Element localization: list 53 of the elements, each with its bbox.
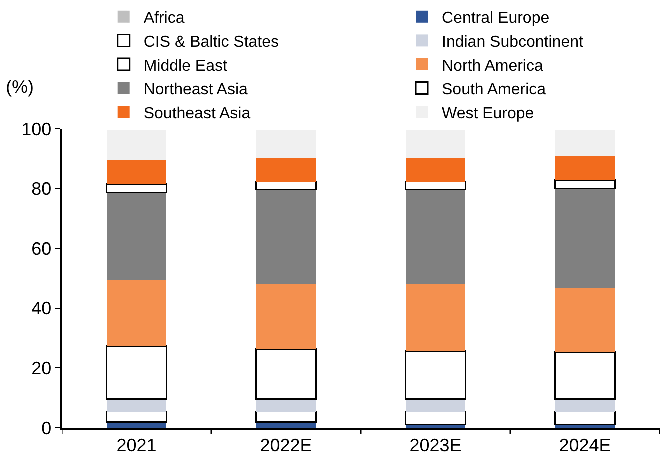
bar bbox=[256, 348, 317, 400]
y-tick-label: 100 bbox=[22, 119, 52, 140]
bar bbox=[406, 130, 466, 159]
bar bbox=[405, 350, 466, 400]
bar bbox=[256, 158, 316, 182]
y-tick-label: 0 bbox=[42, 418, 52, 438]
bar bbox=[106, 130, 167, 161]
y-tick-label: 60 bbox=[32, 238, 52, 259]
y-axis-title: (%) bbox=[6, 77, 34, 97]
legend-label: Southeast Asia bbox=[144, 105, 251, 122]
x-tick-label: 2023E bbox=[410, 435, 462, 456]
bar bbox=[406, 190, 466, 284]
bar bbox=[106, 280, 167, 346]
bar bbox=[555, 188, 616, 288]
bar bbox=[106, 183, 168, 194]
legend-label: Northeast Asia bbox=[144, 82, 248, 99]
bar bbox=[555, 288, 616, 352]
bar bbox=[256, 190, 316, 284]
bar bbox=[554, 351, 616, 400]
legend-label: West Europe bbox=[442, 105, 534, 122]
bar bbox=[106, 160, 167, 184]
bar bbox=[106, 399, 167, 412]
bar bbox=[256, 130, 316, 159]
bar bbox=[405, 181, 466, 190]
bar bbox=[106, 411, 168, 423]
x-tick-label: 2024E bbox=[559, 435, 612, 456]
bar bbox=[106, 192, 167, 280]
bar bbox=[256, 284, 316, 350]
legend-label: South America bbox=[442, 82, 546, 99]
legend-label: North America bbox=[442, 58, 544, 75]
bar bbox=[405, 411, 466, 426]
legend-label: CIS & Baltic States bbox=[144, 34, 280, 51]
y-tick-label: 20 bbox=[32, 358, 52, 378]
legend-label: Indian Subcontinent bbox=[442, 34, 584, 51]
bar bbox=[554, 180, 616, 190]
bar bbox=[555, 156, 616, 180]
bar bbox=[106, 346, 168, 400]
bar bbox=[256, 181, 317, 190]
bar bbox=[406, 284, 466, 352]
bar bbox=[406, 158, 466, 182]
bar bbox=[406, 399, 466, 412]
y-tick-label: 80 bbox=[32, 179, 52, 200]
x-tick-label: 2021 bbox=[116, 435, 157, 456]
bar bbox=[555, 399, 616, 412]
legend-label: Central Europe bbox=[442, 10, 550, 28]
legend-label: Africa bbox=[144, 10, 185, 28]
bar bbox=[256, 399, 316, 412]
y-tick-label: 40 bbox=[32, 298, 52, 319]
bar bbox=[256, 411, 317, 423]
legend-label: Middle East bbox=[144, 58, 228, 75]
bar bbox=[555, 130, 616, 157]
bar bbox=[554, 411, 616, 426]
x-tick-label: 2022E bbox=[260, 435, 312, 456]
